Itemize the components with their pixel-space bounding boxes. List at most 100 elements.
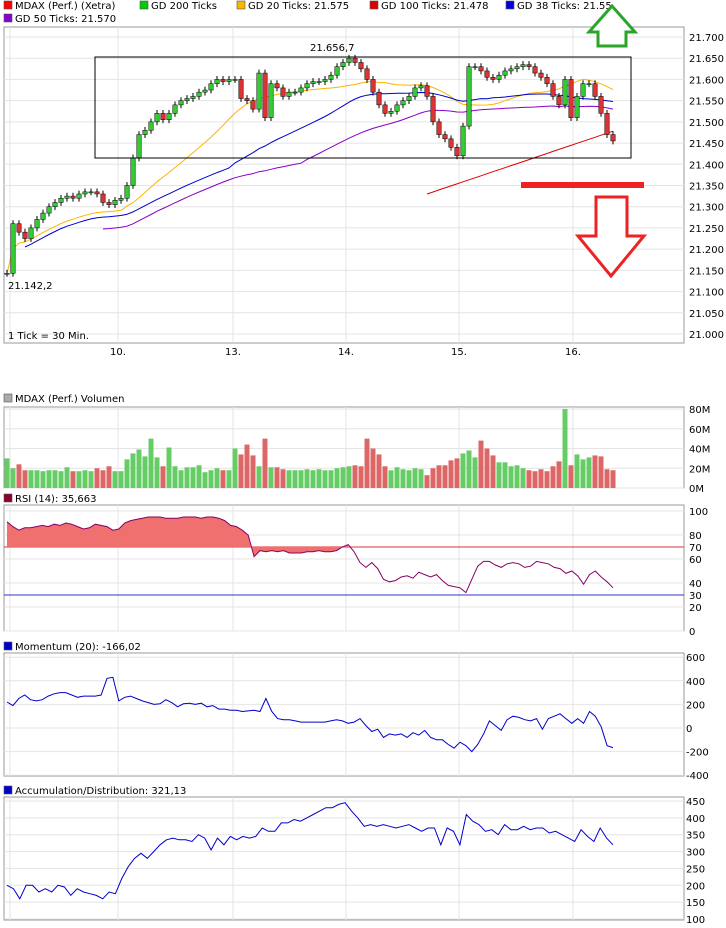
legend-label: MDAX (Perf.) (Xetra)	[15, 1, 116, 12]
legend-label: GD 38 Ticks: 21.55	[517, 1, 612, 12]
candle	[208, 83, 214, 91]
candle	[166, 113, 172, 120]
candle	[586, 83, 592, 85]
volume-bar	[118, 471, 124, 488]
momentum-y-tick: -200	[686, 748, 709, 759]
volume-bar	[568, 465, 574, 488]
momentum-title: Momentum (20): -166,02	[15, 642, 141, 653]
price-y-tick: 21.200	[689, 245, 724, 256]
volume-bar	[298, 470, 304, 488]
legend-swatch	[236, 0, 246, 10]
volume-bar	[130, 453, 136, 488]
candle	[370, 79, 376, 93]
candle	[148, 121, 154, 131]
legend-swatch	[369, 0, 379, 10]
volume-bar	[412, 468, 418, 488]
volume-bar	[238, 454, 244, 488]
candle	[214, 79, 220, 84]
candle	[610, 134, 616, 142]
rsi-level-30: 30	[689, 591, 702, 602]
price-y-tick: 21.300	[689, 203, 724, 214]
volume-bar	[196, 465, 202, 488]
candle	[88, 191, 94, 194]
volume-bar	[106, 466, 112, 488]
volume-bar	[394, 467, 400, 488]
legend-label: GD 20 Ticks: 21.575	[248, 1, 349, 12]
volume-bar	[292, 470, 298, 488]
volume-bar	[376, 454, 382, 488]
ad-y-tick: 300	[686, 848, 705, 859]
x-axis-label: 15.	[451, 347, 467, 358]
candle	[526, 64, 532, 67]
candle	[256, 72, 262, 110]
volume-y-tick: 80M	[689, 405, 710, 416]
price-y-tick: 21.550	[689, 97, 724, 108]
volume-bar	[322, 470, 328, 488]
candle	[442, 134, 448, 140]
price-y-tick: 21.000	[689, 330, 724, 341]
ad-y-tick: 250	[686, 864, 705, 875]
volume-bar	[112, 471, 118, 488]
volume-bar	[334, 468, 340, 488]
candle	[76, 193, 82, 199]
volume-bar	[232, 448, 238, 488]
volume-bar	[148, 438, 154, 488]
rsi-y-tick: 100	[689, 507, 708, 518]
volume-bar	[328, 470, 334, 488]
volume-bar	[598, 456, 604, 488]
volume-bar	[22, 470, 28, 488]
candle	[352, 57, 358, 63]
legend-swatch	[139, 0, 149, 10]
volume-bar	[604, 469, 610, 488]
gd50-line	[102, 105, 614, 230]
volume-bar	[400, 469, 406, 488]
candle	[328, 74, 334, 80]
volume-bar	[592, 455, 598, 488]
volume-bar	[64, 467, 70, 488]
volume-bar	[142, 456, 148, 488]
rsi-y-tick: 40	[689, 579, 702, 590]
candle	[346, 57, 352, 63]
price-y-tick: 21.100	[689, 288, 724, 299]
momentum-y-tick: 400	[686, 677, 705, 688]
candle	[514, 66, 520, 70]
candle	[508, 68, 514, 72]
candle	[592, 83, 598, 97]
legend-swatch	[505, 0, 515, 10]
candle	[4, 273, 10, 275]
candle	[178, 100, 184, 106]
price-y-tick: 21.400	[689, 160, 724, 171]
candle	[118, 197, 124, 201]
volume-bar	[460, 453, 466, 488]
volume-swatch	[3, 393, 13, 403]
volume-bar	[268, 467, 274, 488]
candle	[316, 81, 322, 83]
volume-bar	[10, 468, 16, 488]
candle	[16, 223, 22, 233]
volume-bar	[364, 438, 370, 488]
volume-bar	[610, 470, 616, 488]
candle	[322, 79, 328, 82]
volume-bar	[382, 466, 388, 488]
volume-bar	[160, 466, 166, 488]
candle	[232, 79, 238, 81]
candle	[406, 96, 412, 101]
candle	[490, 77, 496, 80]
volume-bar	[154, 457, 160, 488]
rsi-overbought-area	[7, 517, 349, 557]
volume-bar	[172, 466, 178, 488]
volume-bar	[514, 465, 520, 488]
candle	[496, 74, 502, 80]
candle	[382, 104, 388, 114]
candle	[472, 66, 478, 68]
volume-bar	[88, 471, 94, 488]
ad-swatch	[3, 785, 13, 795]
volume-y-tick: 60M	[689, 425, 710, 436]
volume-bar	[58, 471, 64, 488]
candle	[502, 70, 508, 76]
candle	[130, 157, 136, 186]
volume-bar	[388, 470, 394, 488]
candle	[202, 89, 208, 93]
volume-bar	[472, 457, 478, 488]
